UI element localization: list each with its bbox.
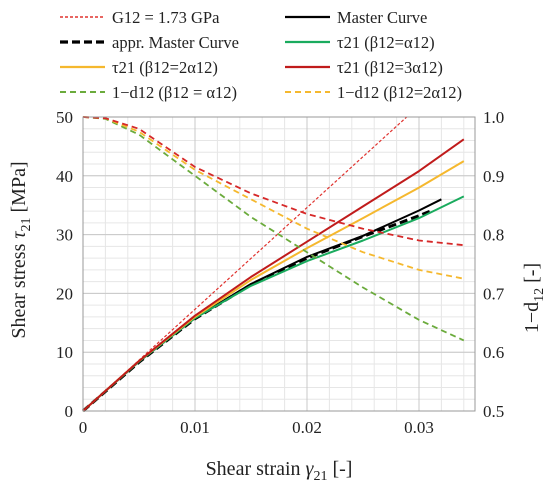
tick-labels: 0 0.01 0.02 0.03 0 10 20 30 40 50 0.5 0.6 0.7 0.8 0.9 1… — [56, 108, 505, 437]
y2-tick-label: 0.9 — [483, 167, 504, 186]
legend-label: G12 = 1.73 GPa — [112, 8, 220, 27]
legend-label: τ21 (β12=3α12) — [337, 58, 443, 77]
y2-axis-label: 1−d12 [-] — [521, 263, 547, 333]
series-line — [82, 116, 464, 247]
y2-tick-label: 1.0 — [483, 108, 504, 127]
legend-label: τ21 (β12=2α12) — [112, 58, 218, 77]
series-line — [82, 116, 464, 280]
legend-label: appr. Master Curve — [112, 33, 239, 52]
legend-label: Master Curve — [337, 8, 427, 27]
y-tick-label: 20 — [56, 284, 73, 303]
x-tick-label: 0.03 — [404, 418, 434, 437]
series-line — [82, 160, 465, 412]
y-tick-label: 40 — [56, 167, 73, 186]
x-tick-label: 0.02 — [292, 418, 322, 437]
y-tick-label: 0 — [65, 402, 74, 421]
y-tick-label: 10 — [56, 343, 73, 362]
y-axis-label: Shear stress τ21 [MPa] — [8, 161, 34, 338]
y2-tick-label: 0.6 — [483, 343, 504, 362]
x-tick-label: 0.01 — [180, 418, 210, 437]
series-layer — [82, 116, 465, 413]
series-line — [82, 209, 431, 413]
legend-label: 1−d12 (β12=2α12) — [337, 83, 462, 102]
legend-label: 1−d12 (β12 = α12) — [112, 83, 237, 102]
x-axis-label: Shear strain γ21 [-] — [206, 458, 353, 484]
y2-tick-label: 0.5 — [483, 402, 504, 421]
plot-frame — [82, 116, 476, 412]
y-tick-label: 50 — [56, 108, 73, 127]
x-tick-label: 0 — [79, 418, 88, 437]
series-line — [82, 138, 465, 412]
y2-tick-label: 0.7 — [483, 284, 505, 303]
legend: G12 = 1.73 GPa Master Curve appr. Master C… — [60, 8, 462, 102]
series-line — [82, 195, 465, 412]
y-tick-label: 30 — [56, 226, 73, 245]
y2-tick-label: 0.8 — [483, 226, 504, 245]
legend-label: τ21 (β12=α12) — [337, 33, 435, 52]
series-line — [82, 116, 465, 342]
